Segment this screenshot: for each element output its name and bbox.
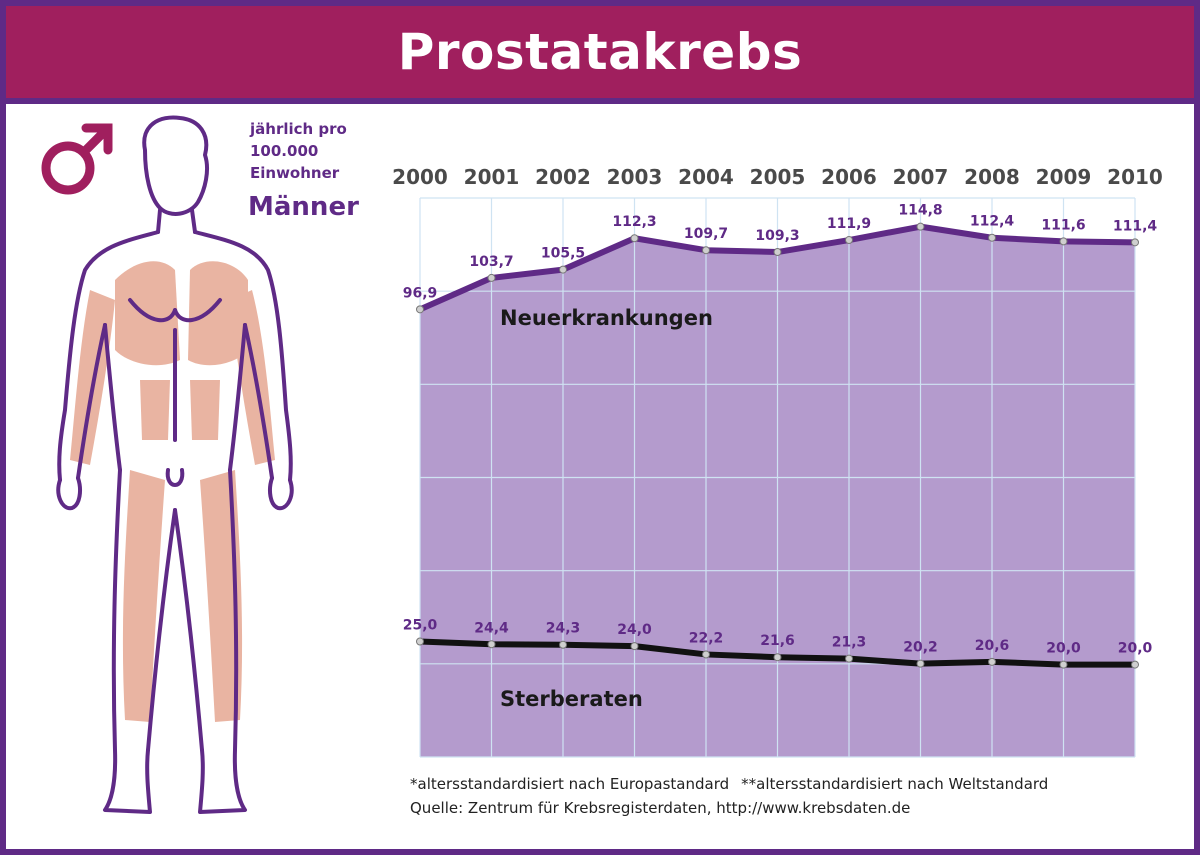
- incidence-value-label: 114,8: [898, 203, 942, 219]
- incidence-point: [1059, 237, 1068, 246]
- x-tick-label: 2004: [678, 165, 734, 189]
- x-tick-label: 2008: [964, 165, 1020, 189]
- x-tick-label: 2009: [1036, 165, 1092, 189]
- unit-label: jährlich pro 100.000 Einwohner: [250, 118, 347, 184]
- mortality-value-label: 22,2: [689, 630, 724, 646]
- incidence-point: [988, 233, 996, 242]
- mortality-point: [630, 642, 639, 651]
- mortality-value-label: 24,0: [617, 622, 652, 638]
- unit-label-line-1: jährlich pro: [250, 120, 347, 138]
- incidence-value-label: 111,4: [1113, 218, 1158, 234]
- series-label-incidence: Neuerkrankungen: [500, 306, 713, 330]
- unit-label-line-2: 100.000: [250, 142, 319, 160]
- mortality-point: [559, 640, 567, 649]
- x-tick-label: 2007: [893, 165, 949, 189]
- footer-notes: *altersstandardisiert nach Europastandar…: [410, 772, 1048, 820]
- x-tick-label: 2003: [607, 165, 663, 189]
- mortality-value-label: 24,4: [474, 620, 509, 636]
- incidence-point: [916, 222, 925, 231]
- incidence-point: [702, 246, 710, 255]
- mortality-value-label: 20,0: [1118, 641, 1153, 657]
- mortality-point: [416, 637, 424, 646]
- incidence-point: [630, 234, 639, 243]
- mortality-point: [773, 653, 782, 662]
- x-tick-label: 2006: [821, 165, 877, 189]
- incidence-point: [416, 305, 424, 314]
- incidence-value-label: 105,5: [541, 246, 585, 262]
- unit-label-line-3: Einwohner: [250, 164, 340, 182]
- x-tick-label: 2001: [464, 165, 520, 189]
- group-label: Männer: [248, 192, 359, 222]
- male-body-figure: [41, 115, 294, 814]
- mortality-value-label: 21,3: [832, 635, 867, 651]
- x-tick-label: 2005: [750, 165, 806, 189]
- mortality-point: [916, 659, 925, 668]
- mortality-value-label: 20,6: [975, 638, 1010, 654]
- mortality-value-label: 25,0: [403, 618, 438, 634]
- mortality-value-label: 21,6: [760, 633, 795, 649]
- incidence-value-label: 109,7: [684, 226, 728, 242]
- mortality-point: [845, 654, 853, 663]
- incidence-point: [845, 236, 853, 245]
- male-symbol-icon: [41, 123, 113, 195]
- mortality-point: [487, 640, 496, 649]
- mortality-value-label: 20,0: [1046, 641, 1081, 657]
- incidence-value-label: 96,9: [403, 285, 438, 301]
- incidence-value-label: 111,6: [1041, 217, 1085, 233]
- incidence-value-label: 112,4: [970, 214, 1015, 230]
- mortality-point: [988, 657, 996, 666]
- footnote-europe: *altersstandardisiert nach Europastandar…: [410, 775, 730, 793]
- mortality-point: [1131, 660, 1139, 669]
- incidence-value-label: 111,9: [827, 216, 871, 232]
- x-tick-label: 2010: [1107, 165, 1163, 189]
- mortality-point: [1059, 660, 1068, 669]
- series-label-mortality: Sterberaten: [500, 687, 643, 711]
- incidence-value-label: 112,3: [612, 214, 656, 230]
- source-note: Quelle: Zentrum für Krebsregisterdaten, …: [410, 799, 911, 817]
- incidence-point: [487, 273, 496, 282]
- incidence-value-label: 103,7: [469, 254, 513, 270]
- incidence-point: [773, 248, 782, 257]
- mortality-point: [702, 650, 710, 659]
- incidence-value-label: 109,3: [755, 228, 799, 244]
- x-tick-label: 2000: [392, 165, 448, 189]
- incidence-point: [1131, 238, 1139, 247]
- footnote-world: **altersstandardisiert nach Weltstandard: [741, 775, 1049, 793]
- incidence-point: [559, 265, 567, 274]
- mortality-value-label: 20,2: [903, 640, 938, 656]
- mortality-value-label: 24,3: [546, 621, 581, 637]
- page-title: Prostatakrebs: [397, 23, 803, 81]
- x-tick-label: 2002: [535, 165, 591, 189]
- title-bar: Prostatakrebs: [6, 6, 1194, 104]
